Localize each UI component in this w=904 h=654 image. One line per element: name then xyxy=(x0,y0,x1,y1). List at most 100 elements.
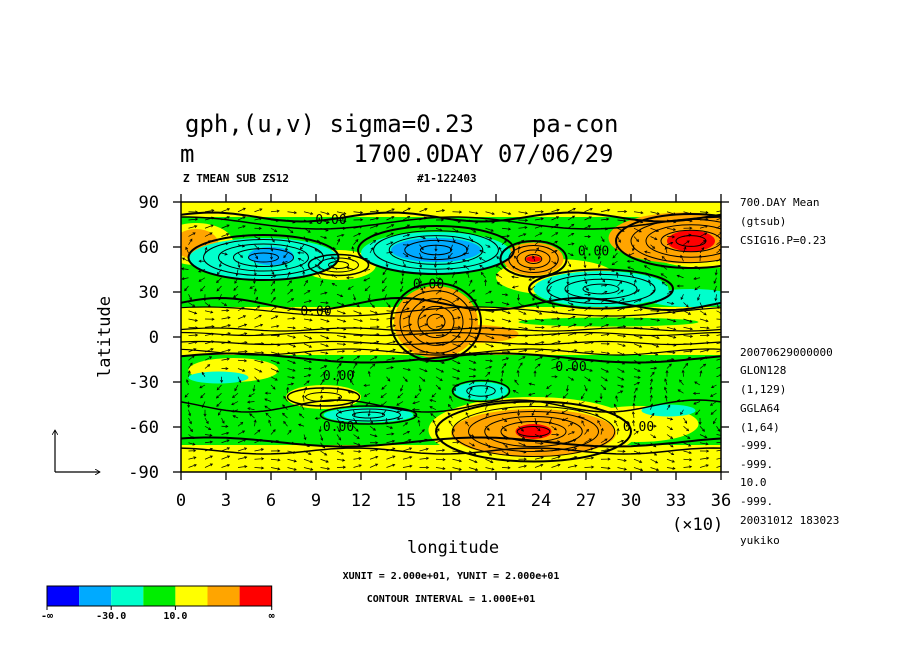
wind-vector xyxy=(247,407,255,411)
wind-vector-head xyxy=(504,436,508,440)
wind-vector-head xyxy=(673,319,677,323)
wind-vector-head xyxy=(384,421,389,425)
wind-vector-head xyxy=(417,419,421,423)
wind-vector-head xyxy=(630,272,633,276)
wind-vector xyxy=(699,363,706,369)
wind-vector-head xyxy=(406,233,411,237)
wind-vector-head xyxy=(239,298,244,302)
wind-vector-head xyxy=(194,225,198,229)
wind-vector-head xyxy=(396,402,400,406)
wind-vector-head xyxy=(309,336,313,340)
wind-vector xyxy=(468,318,478,320)
wind-vector xyxy=(254,288,257,295)
wind-vector xyxy=(287,450,296,454)
wind-vector xyxy=(237,244,245,247)
wind-vector xyxy=(237,430,245,435)
wind-vector xyxy=(402,447,412,452)
wind-vector xyxy=(633,279,637,287)
wind-vector-head xyxy=(189,362,193,366)
wind-vector xyxy=(677,265,684,270)
wind-vector xyxy=(419,368,428,372)
wind-vector-head xyxy=(541,325,545,330)
wind-vector-head xyxy=(343,327,347,331)
wind-vector xyxy=(287,272,291,278)
wind-vector xyxy=(369,363,376,369)
wind-vector xyxy=(518,246,520,254)
wind-vector-head xyxy=(301,394,305,398)
wind-vector xyxy=(432,420,437,427)
wind-vector xyxy=(435,227,443,231)
wind-vector xyxy=(683,211,692,215)
wind-vector-head xyxy=(589,368,593,372)
wind-vector xyxy=(435,236,440,243)
wind-vector-head xyxy=(631,411,635,415)
contour-ring xyxy=(305,392,342,402)
wind-vector xyxy=(303,442,310,447)
wind-vector xyxy=(247,401,255,403)
wind-vector xyxy=(584,216,592,221)
wind-vector-head xyxy=(581,420,585,424)
wind-vector xyxy=(567,423,573,427)
wind-vector xyxy=(551,224,559,229)
wind-vector xyxy=(485,434,490,440)
wind-vector xyxy=(511,276,519,279)
wind-vector xyxy=(254,429,261,435)
wind-vector-head xyxy=(254,264,258,268)
wind-vector xyxy=(431,392,437,398)
wind-vector-head xyxy=(540,210,544,214)
wind-vector-head xyxy=(343,211,347,215)
wind-vector-head xyxy=(258,226,262,230)
wind-vector-head xyxy=(325,351,329,355)
contour-ring xyxy=(203,239,324,276)
wind-vector-head xyxy=(291,441,295,445)
wind-vector xyxy=(402,307,410,312)
wind-vector xyxy=(699,232,707,237)
wind-vector xyxy=(303,351,312,356)
wind-vector-head xyxy=(656,327,660,331)
wind-vector xyxy=(534,349,544,353)
wind-vector-head xyxy=(233,287,237,291)
wind-vector xyxy=(584,299,591,303)
wind-vector-head xyxy=(557,455,561,459)
wind-vector xyxy=(633,430,639,435)
wind-vector-head xyxy=(264,398,268,402)
wind-vector-head xyxy=(695,412,699,416)
wind-vector-head xyxy=(616,427,620,432)
wind-vector-head xyxy=(577,402,582,405)
wind-vector-head xyxy=(590,447,594,451)
wind-vector xyxy=(617,236,621,243)
wind-vector xyxy=(501,227,511,230)
wind-vector-head xyxy=(442,448,446,452)
wind-vector-head xyxy=(591,350,595,354)
wind-vector xyxy=(364,384,371,386)
wind-vector-head xyxy=(340,451,345,455)
wind-vector xyxy=(364,392,371,397)
wind-vector xyxy=(336,302,345,306)
wind-vector-head xyxy=(363,278,367,282)
wind-vector-head xyxy=(257,429,261,433)
wind-vector-head xyxy=(528,277,532,281)
wind-vector-head xyxy=(226,455,231,459)
wind-vector-head xyxy=(185,246,189,250)
wind-vector-head xyxy=(446,267,450,271)
wind-vector-head xyxy=(685,304,689,308)
wind-vector xyxy=(633,387,638,394)
wind-vector-head xyxy=(199,385,203,389)
wind-vector xyxy=(315,264,321,270)
wind-vector-head xyxy=(218,297,222,301)
wind-vector xyxy=(584,323,592,328)
wind-vector-head xyxy=(375,216,380,220)
wind-vector-head xyxy=(318,429,322,433)
wind-vector-head xyxy=(540,441,544,445)
wind-vector-head xyxy=(292,353,297,356)
wind-vector-head xyxy=(274,229,278,232)
wind-vector xyxy=(216,392,222,399)
wind-vector xyxy=(518,417,523,424)
wind-vector xyxy=(633,335,643,339)
wind-vector xyxy=(221,447,230,452)
wind-vector-head xyxy=(605,369,609,373)
wind-vector-head xyxy=(661,281,665,285)
wind-vector-head xyxy=(490,344,495,348)
wind-vector-head xyxy=(364,258,368,261)
wind-vector xyxy=(270,281,275,287)
